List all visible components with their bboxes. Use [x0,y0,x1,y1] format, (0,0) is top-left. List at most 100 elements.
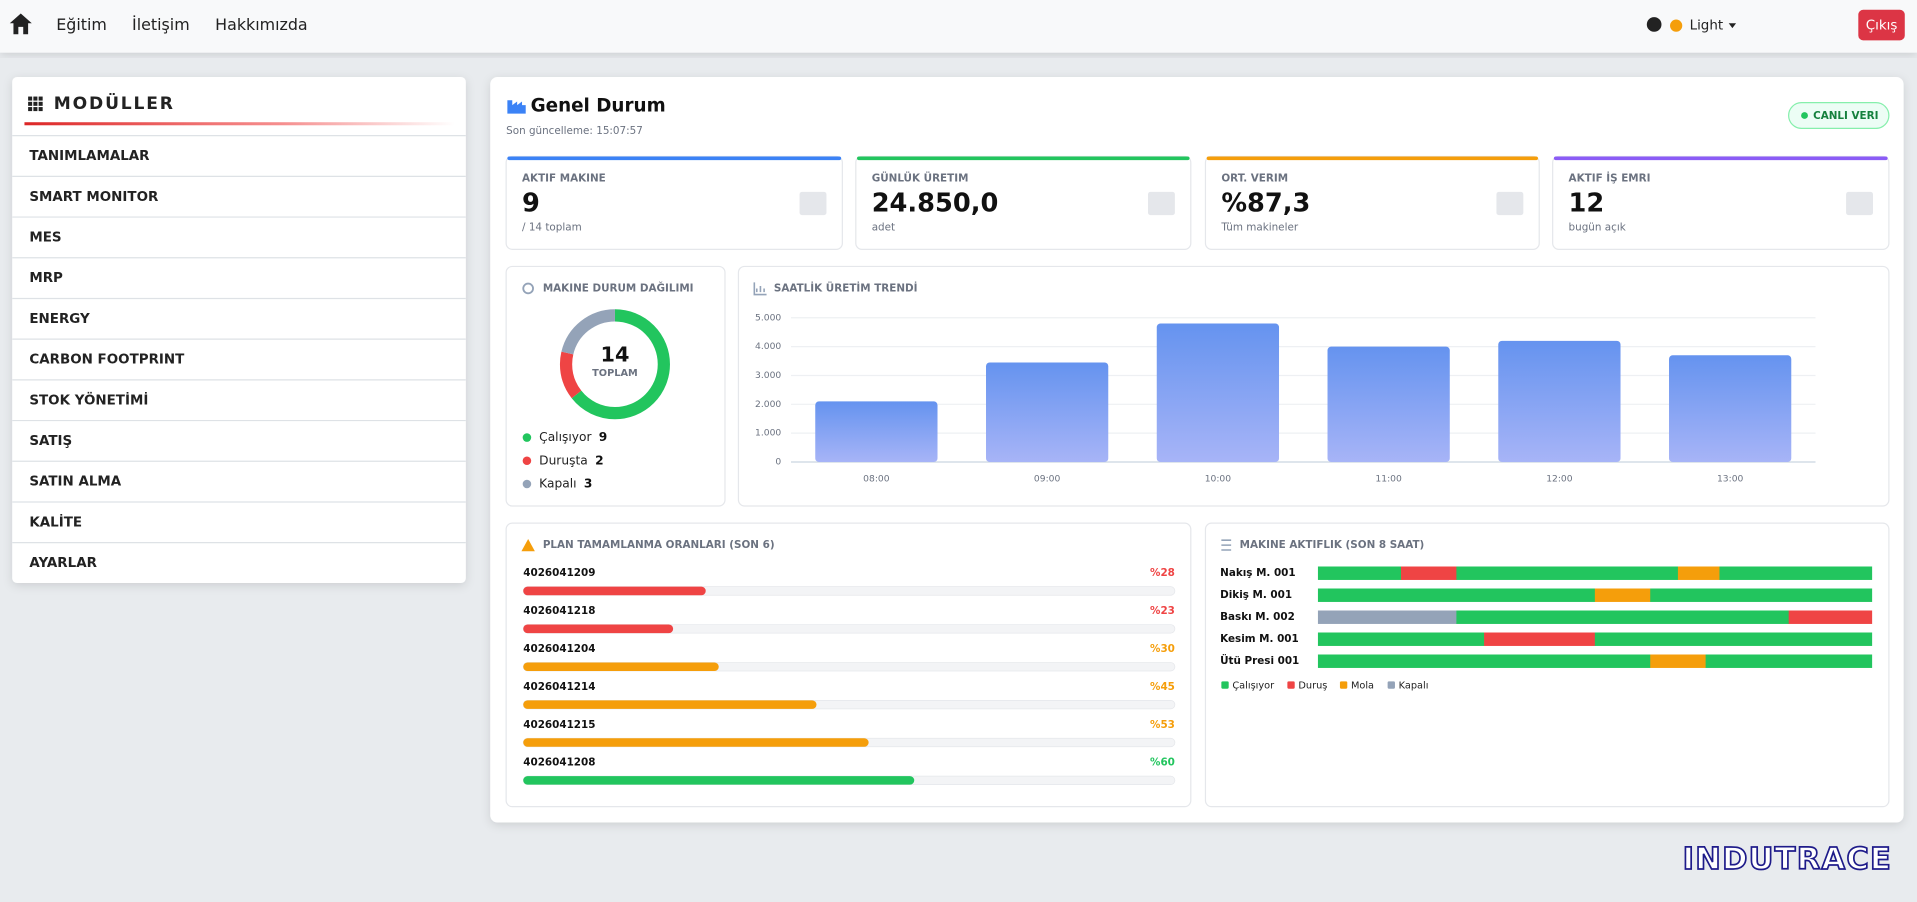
timeline-segment [1317,632,1485,646]
timeline-segment [1456,610,1790,624]
list-icon [1221,539,1232,551]
plan-value: %23 [1150,605,1175,617]
sidebar-item[interactable]: STOK YÖNETİMİ [29,390,148,408]
donut-segment [559,309,670,420]
y-tick-label: 1.000 [755,428,781,439]
kpi-sub: / 14 toplam [522,221,582,233]
kpi-value: %87,3 [1221,189,1310,219]
kpi-label: GÜNLÜK ÜRETIM [872,170,969,184]
sidebar-item[interactable]: AYARLAR [29,556,97,571]
plan-value: %30 [1150,643,1175,655]
grid-icon [38,96,43,101]
kpi-accent [1206,156,1539,161]
donut-total-label: TOPLAM [592,368,638,379]
live-badge [1788,102,1890,129]
legend-label: Çalışıyor [1232,681,1275,692]
factory-icon [507,100,526,114]
sidebar-item[interactable]: CARBON FOOTPRINT [29,353,185,368]
legend-label: Mola [1351,681,1374,692]
logo: INDUTRACE [1683,842,1892,877]
sidebar-item[interactable]: SATIN ALMA [29,475,121,490]
sidebar-item[interactable]: SMART MONITOR [29,190,159,205]
plan-name: 4026041204 [523,643,595,655]
y-tick-label: 0 [775,457,781,468]
kpi-icon [799,191,827,216]
legend-dot [522,456,532,466]
sidebar-item[interactable]: MRP [29,271,63,286]
x-tick-label: 10:00 [1205,474,1232,485]
timeline-segment [1719,566,1873,580]
progress-bar [523,700,817,709]
kpi-sub: bugün açık [1569,221,1626,233]
plan-name: 4026041209 [523,567,595,579]
legend-label: Kapalı [539,477,576,491]
sidebar-item[interactable]: TANIMLAMALAR [29,149,150,164]
chart-title: SAATLİK ÜRETİM TRENDİ [774,280,918,294]
bar [1327,346,1450,462]
nav-link[interactable]: İletişim [132,15,190,34]
timeline-segment [1456,566,1679,580]
timeline-segment [1317,566,1402,580]
chart-title: MAKINE DURUM DAĞILIMI [543,281,694,294]
title-icon [522,282,534,295]
plan-name: 4026041214 [523,681,595,693]
timeline-segment [1317,610,1457,624]
sidebar-item[interactable]: ENERGY [29,312,90,327]
legend-label: Kapalı [1399,681,1429,692]
kpi-label: AKTIF İŞ EMRI [1569,170,1651,184]
timeline-segment [1317,654,1651,668]
y-tick-label: 4.000 [755,341,781,352]
kpi-icon [1846,191,1873,216]
progress-bar [523,624,674,634]
donut-segment [559,309,670,420]
timeline-segment [1677,566,1720,580]
x-tick-label: 13:00 [1717,474,1744,485]
caret [1728,23,1737,29]
y-tick-label: 2.000 [755,399,781,410]
legend-swatch [1339,681,1348,689]
timeline-segment [1401,566,1457,580]
plan-name: 4026041218 [523,605,595,617]
legend-swatch [1287,681,1295,689]
chart-title: MAKINE AKTIFLIK (SON 8 SAAT) [1240,539,1425,551]
nav-link[interactable]: Hakkımızda [215,15,307,34]
machine-name: Dikiş M. 001 [1220,589,1292,601]
progress-bar [523,776,915,785]
page-title: Genel Durum [531,95,666,116]
machine-name: Nakış M. 001 [1220,567,1295,579]
timeline-segment [1484,632,1596,646]
logout-button[interactable] [1858,9,1905,41]
warning-icon [521,539,535,552]
theme-dot [1670,19,1683,32]
kpi-icon [1496,191,1524,216]
legend-swatch [1387,681,1395,689]
kpi-accent [857,156,1190,161]
timeline-segment [1594,588,1651,602]
plan-value: %45 [1150,681,1175,693]
nav-link[interactable]: Eğitim [56,15,107,34]
plan-name: 4026041208 [523,757,595,769]
grid-icon [38,107,43,112]
sidebar-item[interactable]: SATIŞ [29,434,72,449]
progress-bar [523,586,706,596]
logout-label[interactable]: Çıkış [1866,19,1898,34]
machine-name: Baskı M. 002 [1220,611,1295,623]
home-icon[interactable] [9,13,32,35]
timeline-segment [1317,588,1596,602]
sidebar-item[interactable]: MES [29,230,61,245]
x-tick-label: 11:00 [1375,474,1402,485]
kpi-card [505,155,843,250]
sidebar-item[interactable]: KALİTE [29,513,82,530]
grid-icon [33,107,38,112]
theme-toggle[interactable]: Light [1690,19,1724,34]
live-label: CANLI VERI [1813,110,1878,122]
machine-name: Ütü Presi 001 [1220,653,1299,667]
navbar [0,0,1917,53]
grid-icon [38,101,43,106]
title-icon [753,282,767,296]
legend-label: Çalışıyor [539,430,592,444]
plan-value: %60 [1150,757,1175,769]
kpi-label: AKTIF MAKINE [522,172,606,184]
bar [1498,340,1621,462]
